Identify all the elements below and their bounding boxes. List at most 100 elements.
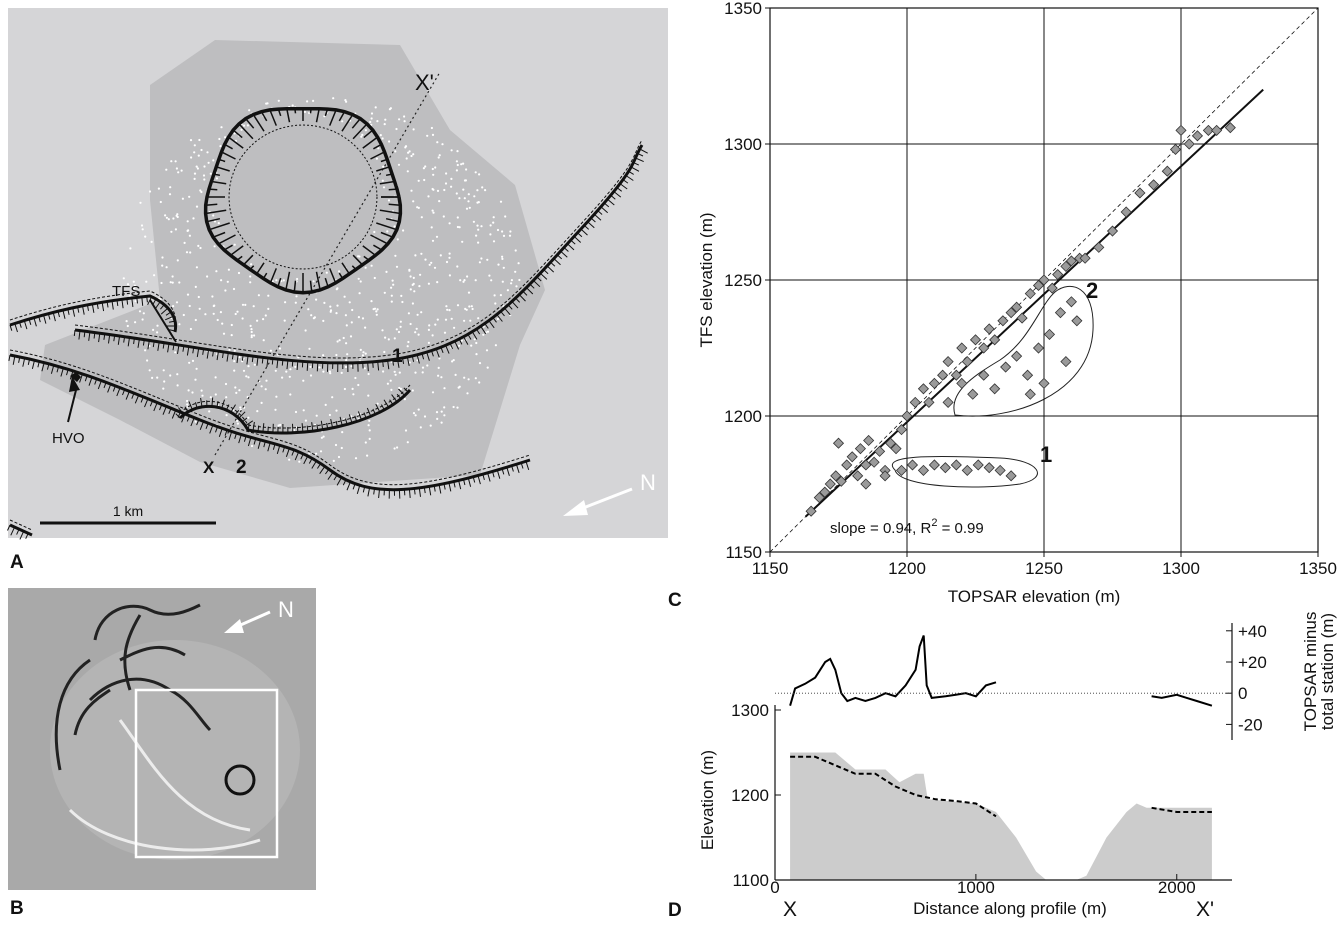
survey-point	[432, 391, 434, 393]
survey-point	[200, 149, 202, 151]
survey-point	[451, 318, 453, 320]
survey-point	[369, 429, 371, 431]
survey-point	[218, 138, 220, 140]
survey-point	[265, 314, 267, 316]
y-tick-label: 1150	[725, 543, 762, 562]
survey-point	[362, 351, 364, 353]
survey-point	[476, 202, 478, 204]
survey-point	[346, 324, 348, 326]
y-tick-label: 1250	[724, 271, 762, 290]
survey-point	[388, 140, 390, 142]
survey-point	[177, 259, 179, 261]
hachure	[74, 330, 75, 336]
survey-point	[410, 190, 412, 192]
hachure	[414, 489, 415, 495]
survey-point	[436, 141, 438, 143]
survey-point	[457, 304, 459, 306]
survey-point	[476, 189, 478, 191]
survey-point	[420, 253, 422, 255]
survey-point	[428, 329, 430, 331]
survey-point	[360, 280, 362, 282]
survey-point	[344, 99, 346, 101]
hachure	[368, 362, 369, 371]
survey-point	[333, 460, 335, 462]
survey-point	[480, 257, 482, 259]
survey-point	[488, 275, 490, 277]
survey-point	[405, 429, 407, 431]
survey-point	[351, 309, 353, 311]
survey-point	[281, 377, 283, 379]
hachure	[292, 361, 293, 367]
survey-point	[392, 284, 394, 286]
survey-point	[413, 290, 415, 292]
survey-point	[196, 266, 198, 268]
north-label: N	[278, 597, 294, 622]
survey-point	[279, 424, 281, 426]
body: 1 km N X' X TFS HVO 1 2 A N B 1150120012…	[0, 0, 1339, 920]
hachure	[282, 360, 283, 366]
survey-point	[123, 277, 125, 279]
survey-point	[514, 271, 516, 273]
survey-point	[432, 240, 434, 242]
survey-point	[170, 231, 172, 233]
hachure	[147, 296, 148, 302]
survey-point	[432, 188, 434, 190]
survey-point	[413, 412, 415, 414]
survey-point	[357, 384, 359, 386]
survey-point	[251, 445, 253, 447]
survey-point	[197, 245, 199, 247]
survey-point	[430, 262, 432, 264]
survey-point	[201, 390, 203, 392]
survey-point	[198, 139, 200, 141]
survey-point	[463, 377, 465, 379]
survey-point	[407, 345, 409, 347]
survey-point	[343, 337, 345, 339]
survey-point	[436, 418, 438, 420]
survey-point	[156, 377, 158, 379]
profile-end-label: X'	[1196, 898, 1214, 920]
survey-point	[394, 225, 396, 227]
profile-end-label: X	[783, 898, 797, 920]
survey-point	[335, 410, 337, 412]
survey-point	[376, 120, 378, 122]
x-tick-label: 1350	[1299, 559, 1337, 578]
survey-point	[234, 350, 236, 352]
survey-point	[364, 327, 366, 329]
survey-point	[386, 230, 388, 232]
survey-point	[338, 270, 340, 272]
survey-point	[365, 267, 367, 269]
survey-point	[463, 279, 465, 281]
survey-point	[235, 392, 237, 394]
x-tick-label: 1300	[1162, 559, 1200, 578]
survey-point	[351, 321, 353, 323]
survey-point	[211, 295, 213, 297]
survey-point	[212, 214, 214, 216]
survey-point	[160, 201, 162, 203]
survey-point	[518, 262, 520, 264]
survey-point	[426, 135, 428, 137]
survey-point	[412, 200, 414, 202]
survey-point	[460, 163, 462, 165]
survey-point	[477, 317, 479, 319]
survey-point	[432, 174, 434, 176]
survey-point	[457, 164, 459, 166]
survey-point	[451, 149, 453, 151]
survey-point	[261, 385, 263, 387]
survey-point	[243, 125, 245, 127]
survey-point	[183, 314, 185, 316]
survey-point	[169, 193, 171, 195]
survey-point	[365, 353, 367, 355]
survey-point	[431, 127, 433, 129]
survey-point	[329, 370, 331, 372]
survey-point	[409, 150, 411, 152]
survey-point	[362, 317, 364, 319]
survey-point	[156, 325, 158, 327]
survey-point	[338, 456, 340, 458]
survey-point	[358, 278, 360, 280]
survey-point	[346, 353, 348, 355]
survey-point	[392, 280, 394, 282]
y-tick-label: 1300	[724, 135, 762, 154]
survey-point	[477, 242, 479, 244]
survey-point	[194, 178, 196, 180]
survey-point	[418, 285, 420, 287]
